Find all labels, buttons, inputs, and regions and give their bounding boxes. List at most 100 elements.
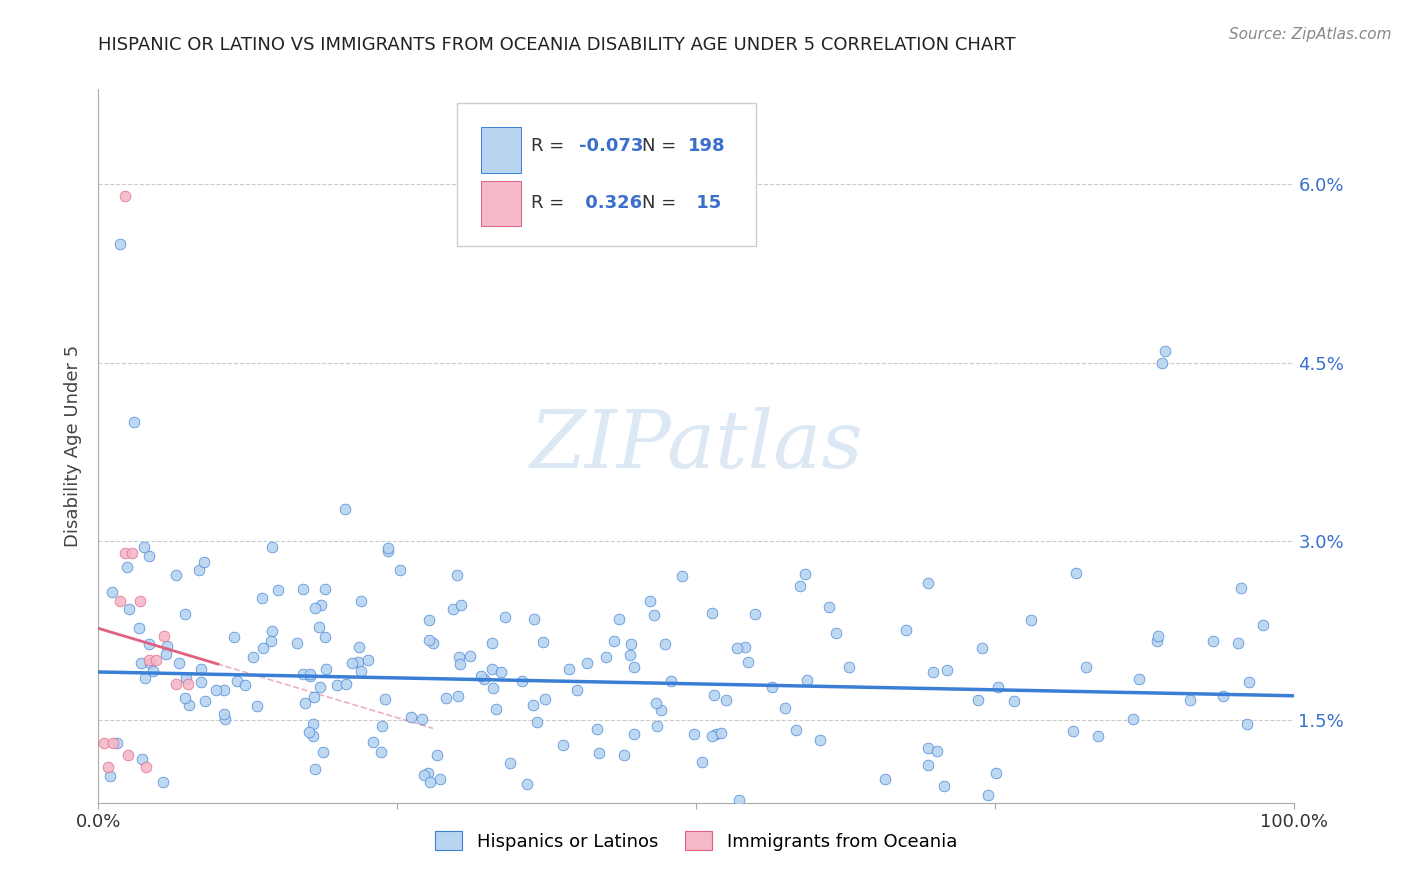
Point [118,602,141,616]
Point [576,657,599,671]
Point [728,793,751,807]
Point [419,774,441,789]
Point [1226,636,1249,650]
FancyBboxPatch shape [481,180,522,227]
Point [702,606,724,620]
Point [1066,566,1088,581]
Point [260,633,283,648]
Point [252,641,274,656]
Point [553,738,575,752]
Point [302,730,325,744]
Point [315,662,337,676]
Point [193,555,215,569]
Point [377,541,399,555]
Point [98,769,121,783]
Point [603,633,626,648]
Point [533,691,555,706]
Point [1146,633,1168,648]
Point [377,544,399,558]
Point [174,671,197,685]
Point [447,689,470,703]
Point [536,807,558,822]
Point [413,768,436,782]
Point [260,541,283,555]
Point [422,635,444,649]
Point [607,612,630,626]
Point [925,744,948,758]
Point [115,560,138,574]
Text: R =: R = [531,194,569,212]
Point [838,660,860,674]
Point [1062,723,1084,738]
Point [167,656,190,670]
Point [340,656,363,670]
Point [671,569,693,583]
Point [374,692,396,706]
Point [744,607,766,622]
Point [212,706,235,721]
Point [1212,689,1234,703]
Point [335,677,357,691]
Point [441,602,464,616]
Point [370,745,392,759]
Point [498,756,520,771]
Point [242,650,264,665]
Point [333,502,356,516]
Point [314,582,336,597]
Point [1029,807,1052,822]
Point [177,698,200,712]
Point [294,696,316,710]
Point [346,656,368,670]
Point [302,690,325,705]
Point [97,760,120,774]
Point [825,626,848,640]
Point [567,682,589,697]
Point [710,725,733,739]
Point [494,610,516,624]
Point [121,546,143,560]
Point [105,736,128,750]
Point [145,653,167,667]
Point [131,752,153,766]
Point [481,662,503,676]
Point [682,726,704,740]
Point [418,633,440,648]
Point [460,648,482,663]
Point [418,614,440,628]
Point [894,623,917,637]
Point [361,735,384,749]
Point [450,598,472,612]
Text: N =: N = [643,194,682,212]
Point [298,666,321,681]
Point [734,640,756,654]
Point [1230,581,1253,595]
Point [214,712,236,726]
Point [117,748,139,763]
Point [291,666,314,681]
Point [388,563,411,577]
FancyBboxPatch shape [481,127,522,173]
Point [312,744,335,758]
Point [789,579,811,593]
Point [155,647,177,661]
Point [434,691,457,706]
Point [531,635,554,649]
Point [1251,618,1274,632]
Point [917,576,939,591]
Point [516,777,538,791]
Point [190,675,212,690]
Point [1236,716,1258,731]
Point [134,671,156,685]
Text: 0.326: 0.326 [579,194,643,212]
Point [704,727,727,741]
Point [399,710,422,724]
Point [187,563,209,577]
Point [623,659,645,673]
Point [291,582,314,596]
Point [139,656,162,670]
Point [299,669,322,683]
Point [714,693,737,707]
Point [987,680,1010,694]
Point [1122,712,1144,726]
Point [917,740,939,755]
